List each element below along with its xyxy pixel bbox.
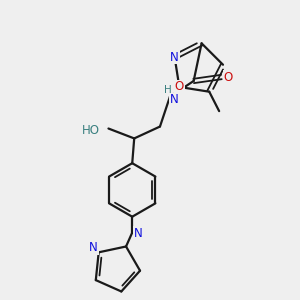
Text: N: N <box>170 51 179 64</box>
Text: O: O <box>175 80 184 94</box>
Text: HO: HO <box>82 124 100 137</box>
Text: N: N <box>89 241 98 254</box>
Text: H: H <box>164 85 172 95</box>
Text: O: O <box>224 70 233 83</box>
Text: N: N <box>134 227 142 240</box>
Text: N: N <box>169 93 178 106</box>
